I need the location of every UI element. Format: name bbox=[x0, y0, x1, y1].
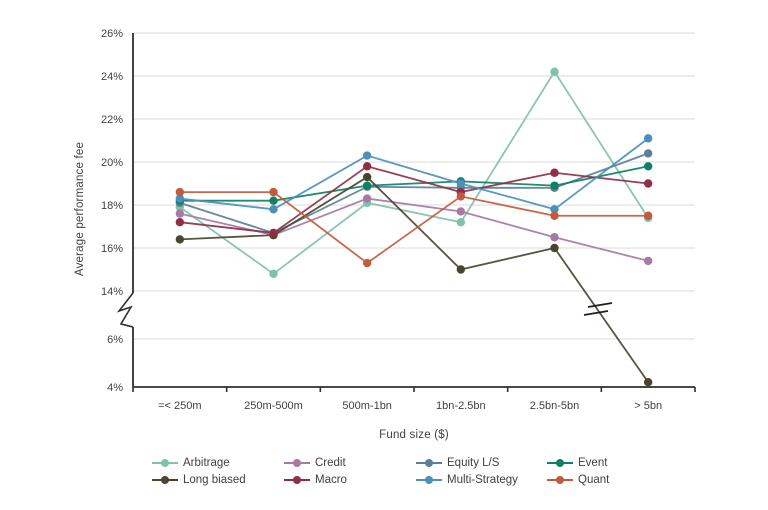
series-line-equity-l-s bbox=[179, 152, 649, 234]
data-point-macro bbox=[550, 168, 559, 177]
legend-label: Long biased bbox=[183, 473, 246, 486]
chart-legend: Arbitrage Credit Equity L/S Event Long biase… bbox=[152, 456, 609, 486]
legend-marker-equity-l-s bbox=[416, 456, 442, 469]
series-line-arbitrage bbox=[179, 70, 649, 275]
data-point-credit bbox=[550, 233, 559, 242]
legend-label: Equity L/S bbox=[447, 456, 500, 469]
data-point-event bbox=[269, 196, 278, 205]
data-point-multi-strategy bbox=[175, 194, 185, 203]
series-line-quant bbox=[179, 191, 649, 265]
x-tick-label: =< 250m bbox=[158, 400, 201, 412]
legend-marker-credit bbox=[284, 456, 310, 469]
data-point-long-biased bbox=[456, 265, 466, 274]
data-point-macro bbox=[269, 228, 278, 238]
legend-label: Event bbox=[578, 456, 608, 469]
data-point-quant bbox=[456, 192, 466, 201]
legend-dot bbox=[425, 458, 433, 467]
legend-dot bbox=[556, 475, 564, 484]
legend-item-quant: Quant bbox=[547, 473, 609, 486]
y-tick-label: 24% bbox=[101, 71, 123, 83]
series-line-multi-strategy bbox=[179, 137, 649, 211]
legend-label: Macro bbox=[315, 473, 347, 486]
data-point-credit bbox=[456, 207, 466, 216]
legend-marker-arbitrage bbox=[152, 456, 178, 469]
legend-dot bbox=[293, 475, 301, 484]
data-point-multi-strategy bbox=[269, 205, 278, 214]
data-point-equity-l-s bbox=[643, 149, 653, 158]
x-tick-label: 500m-1bn bbox=[342, 400, 392, 412]
y-tick-label: 14% bbox=[101, 286, 123, 298]
data-point-arbitrage bbox=[269, 269, 278, 278]
data-point-multi-strategy bbox=[643, 134, 653, 143]
y-axis-break-zigzag bbox=[116, 292, 134, 328]
data-point-quant bbox=[269, 187, 278, 197]
data-point-long-biased bbox=[550, 243, 559, 253]
data-point-event bbox=[362, 181, 372, 190]
data-point-macro bbox=[175, 218, 185, 227]
data-point-multi-strategy bbox=[550, 205, 559, 214]
legend-item-multi-strategy: Multi-Strategy bbox=[416, 473, 547, 486]
legend-dot bbox=[425, 475, 433, 484]
y-tick-label: 22% bbox=[101, 114, 123, 126]
legend-dot bbox=[161, 458, 169, 467]
legend-label: Multi-Strategy bbox=[447, 473, 518, 486]
legend-item-credit: Credit bbox=[284, 456, 416, 469]
legend-item-macro: Macro bbox=[284, 473, 416, 486]
legend-item-arbitrage: Arbitrage bbox=[152, 456, 284, 469]
data-point-multi-strategy bbox=[362, 151, 372, 160]
legend-marker-event bbox=[547, 456, 573, 469]
y-tick-label: 4% bbox=[107, 382, 123, 394]
line-break-mark bbox=[587, 302, 613, 308]
legend-marker-quant bbox=[547, 473, 573, 486]
y-tick-label: 18% bbox=[101, 200, 123, 212]
series-line-long-biased bbox=[179, 175, 649, 383]
legend-label: Quant bbox=[578, 473, 610, 486]
legend-label: Arbitrage bbox=[183, 456, 230, 469]
data-point-arbitrage bbox=[456, 218, 466, 227]
legend-dot bbox=[293, 458, 301, 467]
x-axis-title: Fund size ($) bbox=[379, 429, 449, 441]
y-tick-label: 6% bbox=[107, 334, 123, 346]
data-point-long-biased bbox=[175, 235, 185, 244]
data-point-credit bbox=[362, 194, 372, 203]
legend-dot bbox=[556, 458, 564, 467]
series-line-macro bbox=[179, 165, 649, 234]
legend-marker-macro bbox=[284, 473, 310, 486]
y-tick-label: 16% bbox=[101, 243, 123, 255]
data-point-quant bbox=[643, 211, 653, 220]
legend-marker-long-biased bbox=[152, 473, 178, 486]
x-tick-label: 2.5bn-5bn bbox=[530, 400, 580, 412]
data-point-long-biased bbox=[643, 378, 653, 387]
data-point-long-biased bbox=[362, 172, 372, 182]
data-point-macro bbox=[643, 179, 653, 188]
y-tick-label: 20% bbox=[101, 157, 123, 169]
legend-label: Credit bbox=[315, 456, 346, 469]
data-point-event bbox=[643, 162, 653, 171]
x-tick-label: 250m-500m bbox=[244, 400, 303, 412]
y-tick-label: 26% bbox=[101, 28, 123, 40]
legend-marker-multi-strategy bbox=[416, 473, 442, 486]
line-break-mark bbox=[583, 310, 609, 316]
data-point-event bbox=[550, 181, 559, 190]
data-point-quant bbox=[362, 258, 372, 268]
data-point-credit bbox=[175, 209, 185, 218]
legend-item-long-biased: Long biased bbox=[152, 473, 284, 486]
legend-dot bbox=[161, 475, 169, 484]
data-point-quant bbox=[175, 187, 185, 197]
data-point-quant bbox=[550, 211, 559, 220]
data-point-arbitrage bbox=[550, 67, 559, 76]
legend-item-event: Event bbox=[547, 456, 609, 469]
x-tick-label: > 5bn bbox=[634, 400, 662, 412]
data-point-macro bbox=[362, 162, 372, 171]
data-point-credit bbox=[643, 256, 653, 266]
x-tick-label: 1bn-2.5bn bbox=[436, 400, 486, 412]
legend-item-equity-l-s: Equity L/S bbox=[416, 456, 547, 469]
series-line-event bbox=[179, 165, 649, 202]
data-point-multi-strategy bbox=[456, 179, 466, 188]
